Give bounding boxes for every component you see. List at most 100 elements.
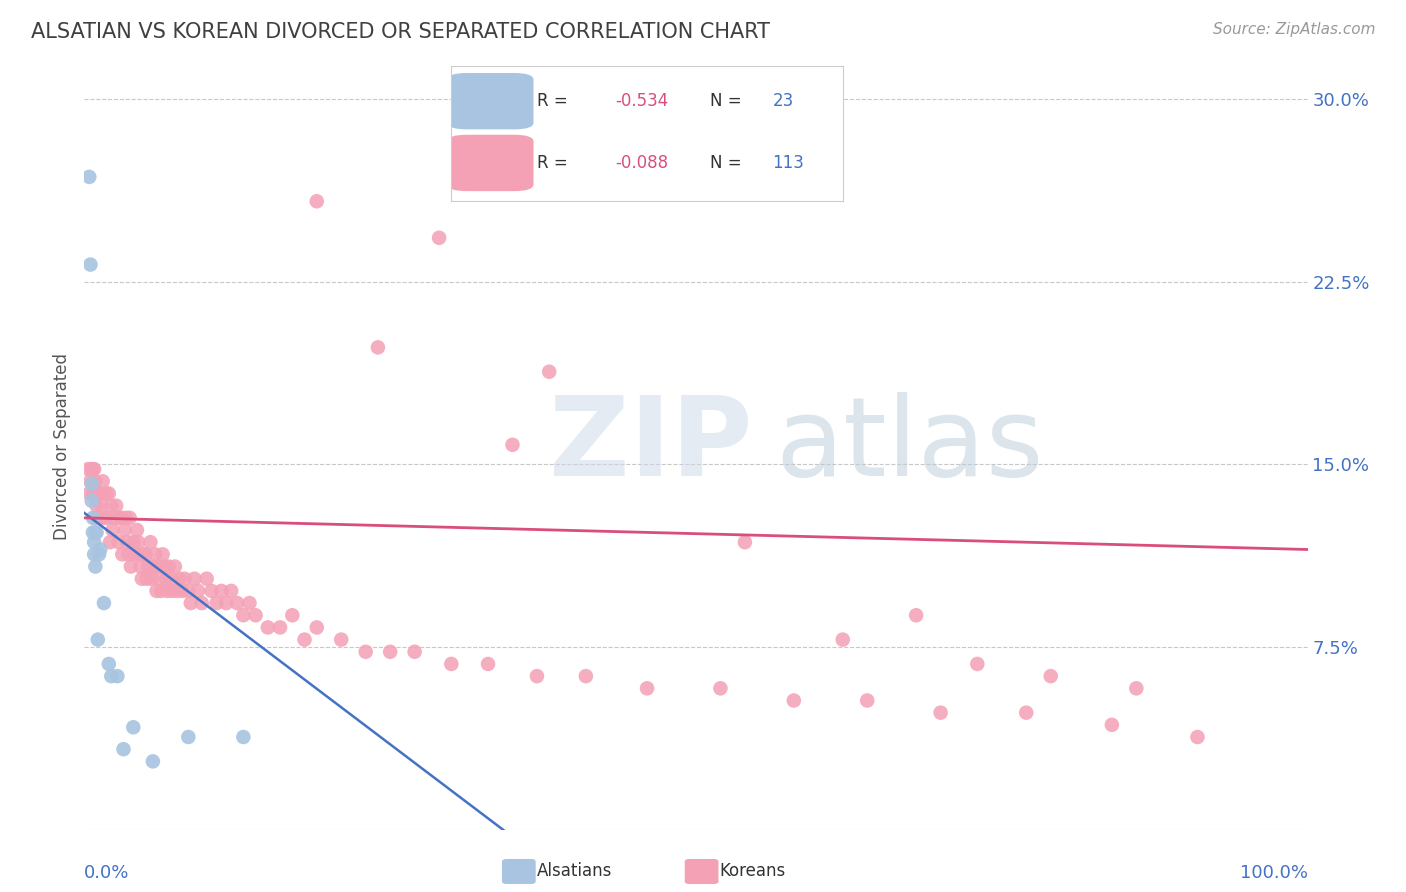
Text: Alsatians: Alsatians (537, 863, 613, 880)
Point (1187, 730, 1209, 744)
Point (538, 365, 561, 379)
Point (87, 486, 110, 500)
Point (905, 608, 928, 623)
Point (87, 632, 110, 647)
Point (77, 462, 100, 476)
Point (110, 511, 132, 525)
Point (831, 632, 853, 647)
Point (966, 657, 988, 671)
Point (89, 511, 111, 525)
Point (427, 231, 450, 245)
Point (783, 693, 806, 707)
Point (172, 583, 194, 598)
Point (155, 572, 177, 586)
Point (238, 596, 260, 610)
Text: 0.0%: 0.0% (84, 864, 129, 882)
Y-axis label: Divorced or Separated: Divorced or Separated (53, 352, 72, 540)
Point (575, 669, 598, 683)
Point (93, 511, 115, 525)
Point (107, 535, 129, 549)
Text: Koreans: Koreans (720, 863, 786, 880)
Point (124, 547, 146, 561)
Point (209, 583, 232, 598)
Point (127, 535, 149, 549)
Point (166, 583, 188, 598)
Point (380, 645, 402, 659)
Point (91, 475, 114, 489)
Point (97, 657, 120, 671)
Point (108, 511, 131, 525)
Point (281, 608, 304, 623)
Point (131, 572, 153, 586)
Point (82, 511, 104, 525)
Point (117, 547, 139, 561)
Point (219, 583, 242, 598)
Point (114, 523, 136, 537)
Point (79, 475, 101, 489)
Point (93, 596, 115, 610)
Point (636, 681, 658, 696)
Point (163, 559, 186, 574)
Point (162, 583, 184, 598)
Point (83, 535, 105, 549)
Point (141, 572, 163, 586)
Point (87, 486, 110, 500)
Point (142, 559, 165, 574)
Point (440, 657, 463, 671)
Point (232, 608, 254, 623)
Point (139, 535, 162, 549)
Point (152, 547, 174, 561)
Point (97, 486, 120, 500)
Point (112, 742, 135, 756)
Point (136, 559, 159, 574)
Point (245, 608, 267, 623)
Point (929, 706, 952, 720)
Point (84, 525, 107, 540)
Point (122, 720, 145, 734)
Point (257, 620, 280, 634)
Point (153, 559, 176, 574)
Point (612, 133, 634, 147)
Point (96, 486, 118, 500)
Point (128, 547, 150, 561)
Point (83, 547, 105, 561)
Point (135, 547, 157, 561)
Point (86, 499, 108, 513)
Point (90, 499, 112, 513)
Point (77, 169, 100, 184)
Text: 100.0%: 100.0% (1240, 864, 1308, 882)
Point (856, 693, 879, 707)
Point (226, 596, 249, 610)
Point (80, 476, 103, 491)
Text: ALSATIAN VS KOREAN DIVORCED OR SEPARATED CORRELATION CHART: ALSATIAN VS KOREAN DIVORCED OR SEPARATED… (31, 22, 770, 42)
Point (305, 620, 328, 634)
Point (169, 572, 191, 586)
Point (82, 462, 104, 476)
Point (82, 486, 104, 500)
Point (104, 511, 127, 525)
Point (367, 340, 389, 354)
Point (118, 511, 141, 525)
Point (105, 669, 128, 683)
Point (294, 632, 316, 647)
Point (129, 559, 152, 574)
Point (305, 194, 328, 209)
Point (477, 657, 499, 671)
Point (156, 583, 179, 598)
Point (709, 681, 731, 696)
Point (160, 572, 183, 586)
Point (105, 499, 128, 513)
Point (84, 475, 107, 489)
Point (150, 583, 173, 598)
Point (1125, 681, 1147, 696)
Point (1015, 706, 1038, 720)
Point (120, 559, 142, 574)
Point (173, 572, 195, 586)
Point (404, 645, 426, 659)
Point (1039, 669, 1062, 683)
Point (101, 523, 124, 537)
Point (89, 542, 111, 557)
Point (269, 620, 291, 634)
Point (86, 525, 108, 540)
Point (526, 669, 548, 683)
